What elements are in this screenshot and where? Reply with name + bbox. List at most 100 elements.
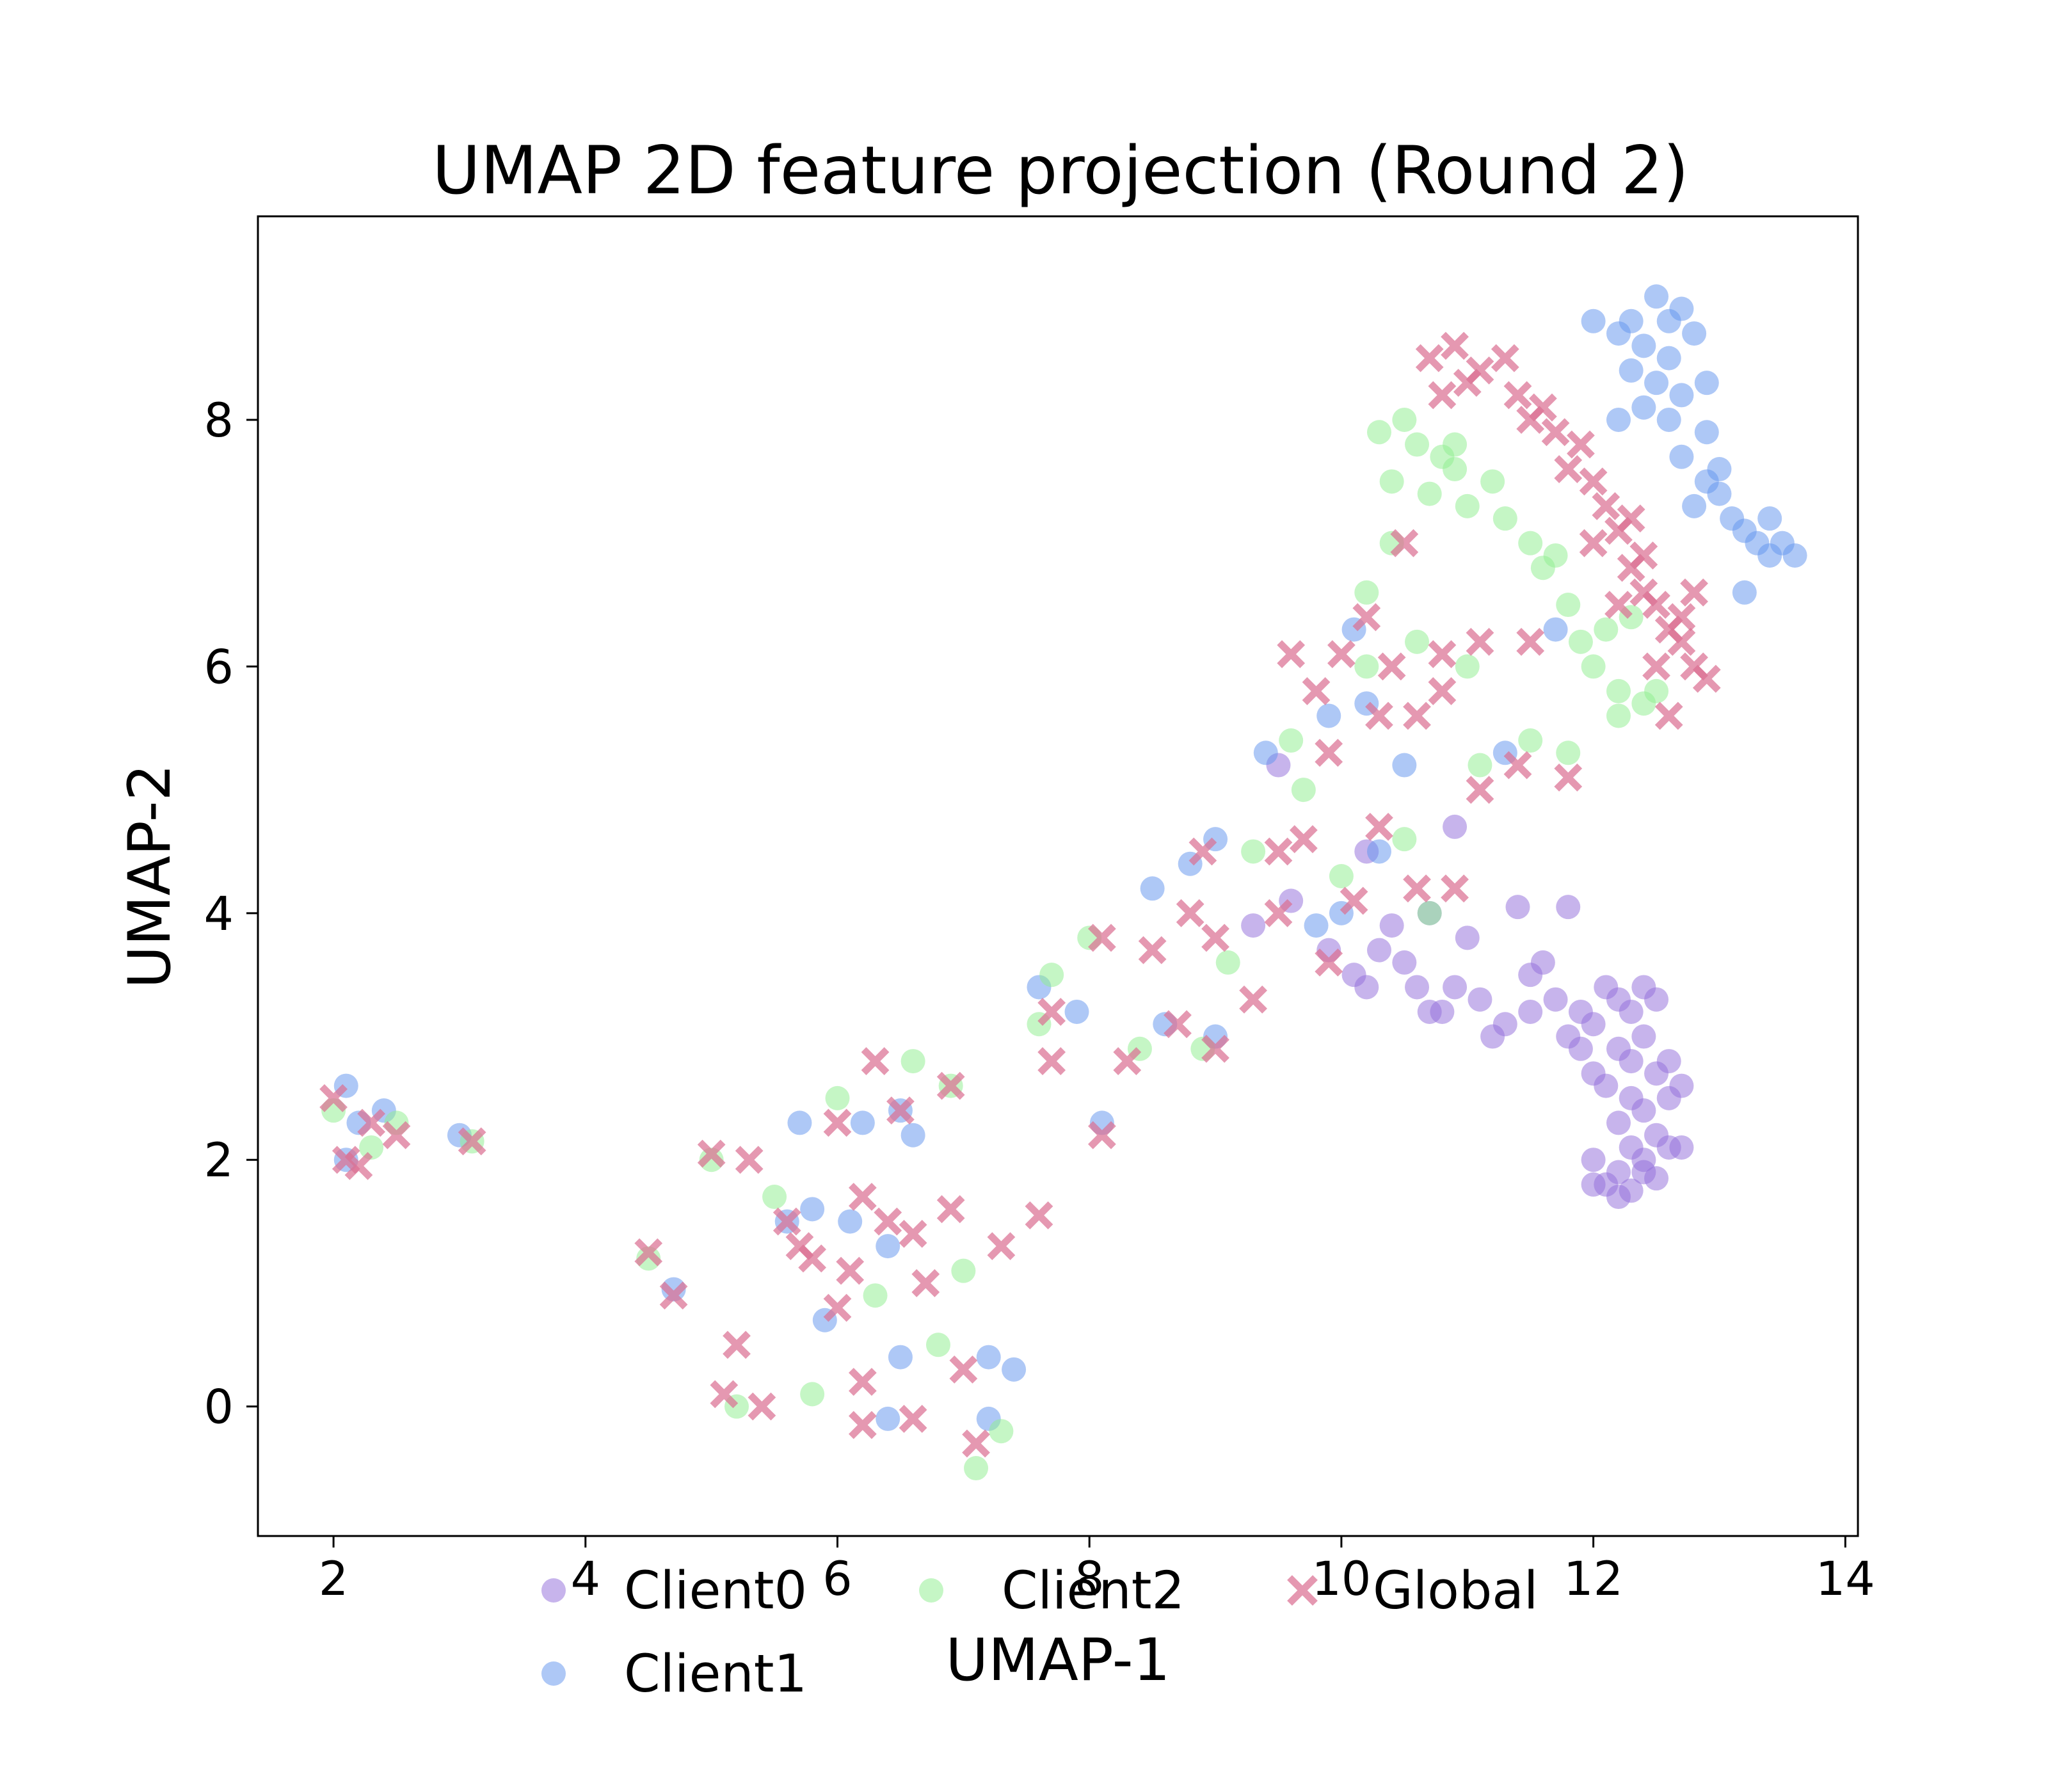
point-global-29 bbox=[1629, 541, 1658, 570]
point-client0-25 bbox=[1631, 975, 1656, 1000]
point-global-95 bbox=[1390, 529, 1419, 557]
point-client1-49 bbox=[787, 1110, 812, 1135]
x-tick-label-4: 4 bbox=[571, 1552, 600, 1606]
point-global-9 bbox=[1592, 492, 1620, 520]
point-global-26 bbox=[1554, 455, 1583, 483]
point-client1-53 bbox=[1140, 876, 1165, 901]
point-global-92 bbox=[1365, 701, 1393, 730]
point-client0-52 bbox=[1669, 1135, 1694, 1160]
point-global-25 bbox=[1642, 652, 1670, 681]
point-client2-27 bbox=[1606, 703, 1631, 728]
x-tick-label-6: 6 bbox=[822, 1552, 852, 1606]
point-global-36 bbox=[634, 1238, 663, 1267]
legend-label-client0: Client0 bbox=[624, 1561, 807, 1621]
point-global-67 bbox=[1176, 899, 1204, 927]
point-client0-26 bbox=[1568, 999, 1593, 1024]
point-global-55 bbox=[748, 1392, 776, 1421]
point-global-33 bbox=[382, 1121, 411, 1149]
point-client0-37 bbox=[1392, 950, 1417, 975]
point-client2-23 bbox=[1468, 753, 1492, 778]
legend-marker-client2 bbox=[919, 1578, 943, 1603]
point-global-49 bbox=[936, 1071, 965, 1100]
point-client1-29 bbox=[1757, 543, 1782, 568]
point-global-7 bbox=[1567, 430, 1595, 459]
legend: Client0 Client1 Client2 Global bbox=[541, 1561, 1538, 1704]
point-client1-13 bbox=[1669, 444, 1694, 469]
point-client0-50 bbox=[1354, 975, 1379, 1000]
point-global-34 bbox=[344, 1151, 373, 1180]
point-client2-37 bbox=[863, 1283, 888, 1308]
point-client2-12 bbox=[1556, 593, 1581, 618]
point-global-35 bbox=[458, 1127, 486, 1156]
point-client1-21 bbox=[1782, 543, 1807, 568]
point-global-62 bbox=[1088, 1121, 1116, 1149]
point-global-94 bbox=[1315, 948, 1343, 977]
point-client1-59 bbox=[1392, 753, 1417, 778]
point-client0-34 bbox=[1443, 975, 1468, 1000]
point-global-53 bbox=[1025, 1201, 1053, 1229]
legend-marker-global bbox=[1287, 1575, 1318, 1606]
point-global-0 bbox=[1415, 344, 1444, 372]
point-client1-12 bbox=[1694, 420, 1719, 445]
point-client1-42 bbox=[900, 1123, 925, 1148]
point-client1-25 bbox=[1606, 407, 1631, 432]
point-client1-15 bbox=[1707, 481, 1732, 506]
point-global-21 bbox=[1516, 406, 1545, 434]
y-tick-label-2: 2 bbox=[204, 1133, 234, 1188]
y-axis-ticks: 0 2 4 6 8 bbox=[204, 394, 258, 1435]
point-global-71 bbox=[1239, 985, 1268, 1014]
point-client0-6 bbox=[1619, 1049, 1644, 1074]
point-client0-33 bbox=[1468, 987, 1492, 1012]
point-client1-38 bbox=[838, 1209, 863, 1234]
y-tick-label-8: 8 bbox=[204, 394, 234, 448]
point-global-30 bbox=[319, 1084, 348, 1112]
point-client0-44 bbox=[1505, 895, 1530, 920]
point-client2-47 bbox=[1215, 950, 1240, 975]
point-global-15 bbox=[1667, 627, 1696, 656]
point-client0-31 bbox=[1518, 999, 1543, 1024]
point-client1-11 bbox=[1631, 395, 1656, 420]
plot-frame bbox=[257, 215, 1859, 1537]
point-client0-43 bbox=[1430, 999, 1455, 1024]
point-client1-19 bbox=[1757, 506, 1782, 531]
point-global-17 bbox=[1692, 664, 1721, 693]
point-client2-41 bbox=[989, 1419, 1014, 1444]
point-client0-53 bbox=[1669, 1073, 1694, 1098]
point-global-79 bbox=[1428, 640, 1457, 669]
point-global-8 bbox=[1579, 467, 1608, 496]
point-client1-4 bbox=[1656, 346, 1681, 371]
point-client1-1 bbox=[1644, 284, 1669, 309]
point-global-60 bbox=[1037, 998, 1066, 1026]
point-global-54 bbox=[723, 1331, 751, 1359]
point-global-70 bbox=[1201, 1034, 1229, 1063]
point-global-78 bbox=[1403, 701, 1431, 730]
point-client2-51 bbox=[1392, 827, 1417, 852]
point-client2-48 bbox=[1241, 839, 1266, 864]
point-client1-5 bbox=[1606, 321, 1631, 346]
point-global-91 bbox=[1302, 677, 1331, 705]
point-client2-42 bbox=[1039, 963, 1064, 988]
point-global-38 bbox=[697, 1139, 726, 1168]
point-global-52 bbox=[987, 1232, 1016, 1261]
point-client1-27 bbox=[1656, 308, 1681, 333]
point-client0-45 bbox=[1556, 895, 1581, 920]
point-global-75 bbox=[1327, 640, 1356, 669]
point-client0-4 bbox=[1631, 1024, 1656, 1049]
point-client2-9 bbox=[1492, 506, 1517, 531]
point-client2-25 bbox=[1556, 740, 1581, 765]
legend-label-client1: Client1 bbox=[624, 1644, 807, 1704]
point-global-65 bbox=[1138, 936, 1167, 964]
point-client1-63 bbox=[1543, 617, 1568, 642]
y-axis-label: UMAP-2 bbox=[116, 764, 184, 989]
point-client2-20 bbox=[1354, 580, 1379, 605]
point-client2-40 bbox=[964, 1456, 989, 1481]
point-global-13 bbox=[1642, 591, 1670, 619]
point-client1-39 bbox=[876, 1234, 900, 1259]
point-global-69 bbox=[1201, 924, 1229, 952]
point-client2-50 bbox=[1329, 864, 1354, 888]
point-client1-10 bbox=[1656, 407, 1681, 432]
point-client2-53 bbox=[1354, 654, 1379, 679]
point-global-58 bbox=[899, 1405, 927, 1433]
point-client2-16 bbox=[1594, 617, 1619, 642]
point-client1-28 bbox=[1694, 371, 1719, 396]
